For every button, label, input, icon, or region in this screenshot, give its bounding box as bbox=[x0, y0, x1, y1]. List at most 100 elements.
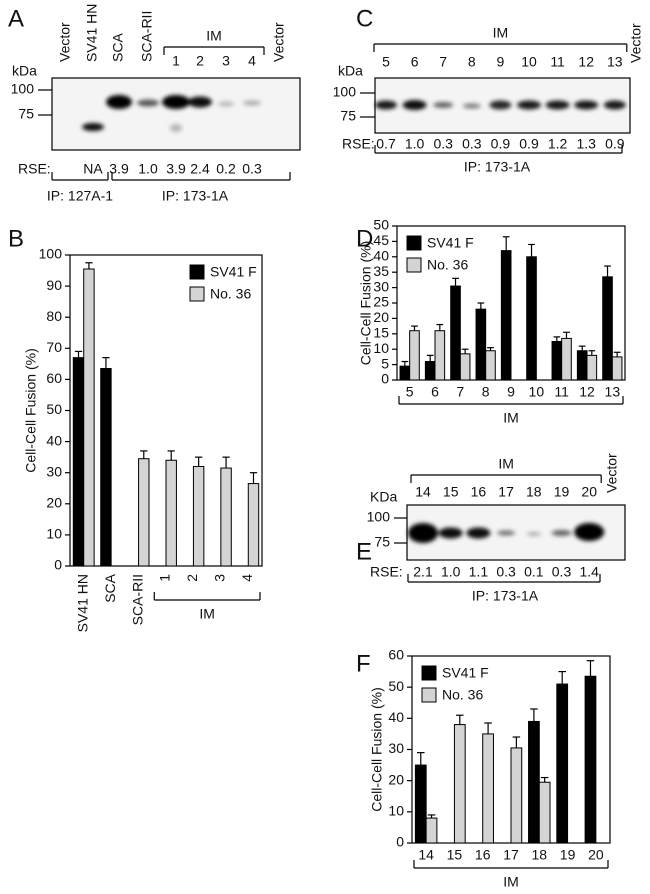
x-tick-label: 10 bbox=[529, 384, 545, 400]
rse-value: NA bbox=[83, 161, 103, 177]
band bbox=[517, 100, 541, 110]
error-bar bbox=[140, 450, 148, 459]
x-tick-label: 13 bbox=[605, 384, 621, 400]
band bbox=[408, 523, 438, 543]
error-bar bbox=[563, 331, 570, 339]
marker-label: 75 bbox=[18, 106, 34, 122]
legend-label: SV41 F bbox=[442, 665, 489, 681]
lane-label: 17 bbox=[498, 484, 514, 500]
legend-swatch bbox=[406, 257, 422, 273]
error-bar bbox=[502, 236, 510, 251]
legend-label: No. 36 bbox=[427, 257, 468, 273]
y-axis-label: Cell-Cell Fusion (%) bbox=[358, 241, 374, 365]
rse-value: 0.1 bbox=[524, 564, 544, 580]
panel-letter: D bbox=[356, 225, 373, 252]
error-bar bbox=[558, 670, 566, 685]
y-tick-label: 5 bbox=[381, 355, 389, 371]
group-label: IM bbox=[199, 606, 215, 622]
error-bar bbox=[167, 450, 175, 461]
panel-letter: A bbox=[8, 5, 24, 32]
y-tick-label: 60 bbox=[46, 370, 62, 386]
y-tick-label: 50 bbox=[373, 217, 389, 233]
group-label: IM bbox=[206, 28, 222, 44]
rse-value: 0.3 bbox=[496, 564, 516, 580]
rse-value: 2.4 bbox=[190, 161, 210, 177]
band bbox=[137, 99, 159, 107]
lane-label: Vector bbox=[271, 22, 287, 62]
bar bbox=[434, 330, 446, 381]
x-tick-label: 9 bbox=[507, 384, 515, 400]
bar bbox=[72, 357, 85, 567]
rse-value: 1.0 bbox=[138, 161, 158, 177]
bar bbox=[561, 337, 572, 381]
error-bar bbox=[436, 323, 444, 331]
rse-value: 1.3 bbox=[576, 136, 596, 152]
group-label: IM bbox=[493, 25, 509, 41]
y-tick-label: 20 bbox=[373, 309, 389, 325]
y-tick-label: 100 bbox=[39, 246, 63, 262]
x-tick-label: 1 bbox=[157, 574, 173, 582]
lane-label: SCA-RII bbox=[139, 11, 155, 62]
band bbox=[462, 103, 481, 109]
band bbox=[545, 100, 570, 110]
lane-label: 20 bbox=[581, 484, 597, 500]
y-tick-label: 25 bbox=[373, 294, 389, 310]
rse-label: RSE: bbox=[18, 161, 51, 177]
marker-label: 100 bbox=[11, 81, 35, 97]
x-tick-label: 2 bbox=[184, 574, 200, 582]
lane-label: 15 bbox=[443, 484, 459, 500]
x-tick-label: 18 bbox=[531, 847, 547, 863]
panel-letter: B bbox=[8, 225, 24, 252]
lane-label: 19 bbox=[554, 484, 570, 500]
x-tick-label: 8 bbox=[482, 384, 490, 400]
y-axis-label: Cell-Cell Fusion (%) bbox=[23, 348, 39, 472]
band bbox=[162, 95, 190, 109]
legend-swatch bbox=[189, 264, 205, 280]
error-bar bbox=[427, 814, 436, 819]
y-tick-label: 15 bbox=[373, 325, 389, 341]
error-bar bbox=[477, 302, 485, 310]
bar bbox=[192, 465, 205, 567]
marker-label: 100 bbox=[367, 509, 391, 525]
band bbox=[218, 101, 234, 107]
rse-value: 3.9 bbox=[166, 161, 186, 177]
bar bbox=[399, 365, 411, 381]
bar bbox=[584, 675, 597, 844]
x-tick-label: 20 bbox=[588, 847, 604, 863]
bands bbox=[82, 95, 261, 132]
error-bar bbox=[578, 345, 586, 351]
rse-value: 1.2 bbox=[548, 136, 568, 152]
x-tick-label: 16 bbox=[475, 847, 491, 863]
rse-value: 0.9 bbox=[519, 136, 539, 152]
band bbox=[466, 527, 491, 539]
lane-label: 10 bbox=[521, 54, 537, 70]
x-tick-label: SCA bbox=[102, 573, 118, 602]
x-tick-label: 5 bbox=[406, 384, 414, 400]
error-bar bbox=[553, 336, 561, 342]
error-bar bbox=[487, 347, 494, 351]
lane-label: 18 bbox=[526, 484, 542, 500]
panel-letter: F bbox=[356, 650, 371, 677]
y-tick-label: 10 bbox=[388, 803, 404, 819]
panel-letter: C bbox=[356, 5, 373, 32]
y-tick-label: 0 bbox=[381, 371, 389, 387]
panel-letter: E bbox=[356, 538, 372, 565]
x-tick-label: 11 bbox=[554, 384, 569, 400]
group-label: IM bbox=[503, 410, 519, 426]
bar bbox=[220, 467, 232, 567]
bar bbox=[526, 256, 537, 381]
group-label: IM bbox=[503, 874, 519, 890]
bar bbox=[425, 817, 438, 844]
blot bbox=[51, 77, 301, 151]
bar bbox=[510, 747, 523, 844]
y-tick-label: 40 bbox=[388, 709, 404, 725]
legend-swatch bbox=[421, 687, 437, 703]
y-tick-label: 45 bbox=[373, 232, 389, 248]
y-tick-label: 40 bbox=[46, 432, 62, 448]
error-bar bbox=[540, 776, 549, 783]
lane-label: SV41 HN bbox=[84, 4, 100, 62]
band bbox=[497, 530, 516, 536]
rse-value: 0.9 bbox=[491, 136, 511, 152]
ip-label: IP: 173-1A bbox=[472, 588, 539, 604]
rse-value: 0.3 bbox=[462, 136, 482, 152]
